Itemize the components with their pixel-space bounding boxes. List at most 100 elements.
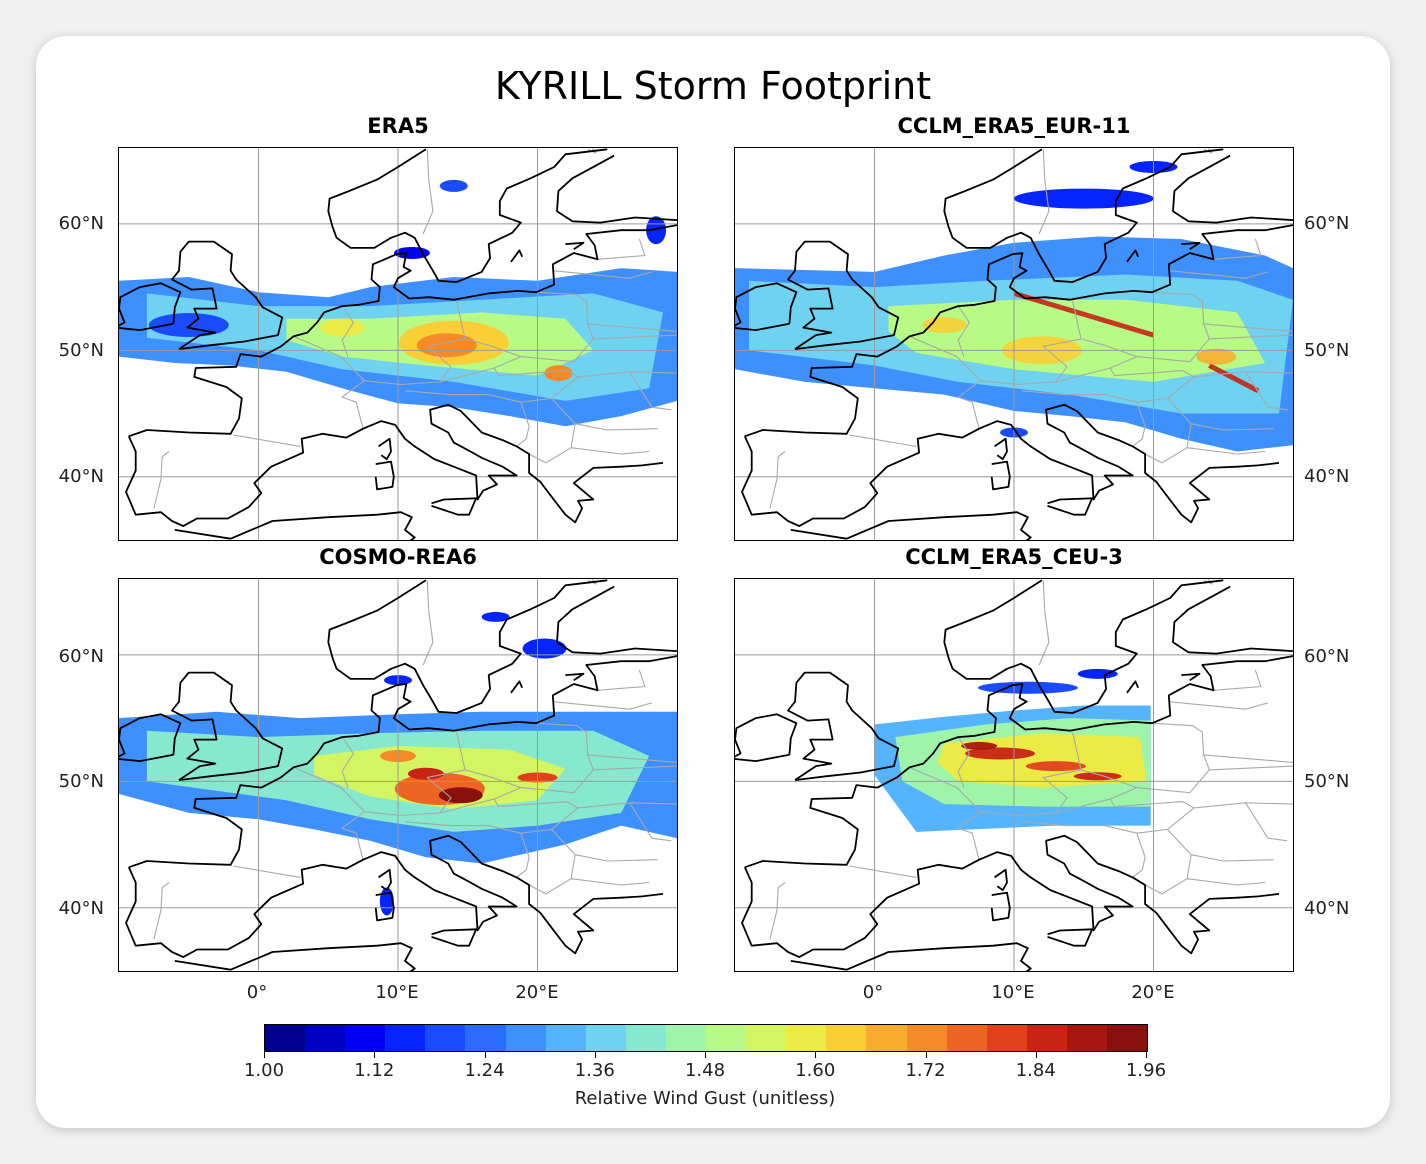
country-border: [552, 270, 653, 279]
country-border: [593, 765, 677, 771]
graticule: [735, 579, 1293, 971]
colorbar-segment: [425, 1025, 466, 1051]
coastline: [432, 148, 608, 283]
colorbar-segment: [265, 1025, 306, 1051]
country-border: [597, 669, 646, 691]
coastline: [374, 891, 395, 922]
country-border: [586, 323, 677, 332]
lat-tick-60-eur11: 60°N: [1304, 213, 1350, 234]
lon-tick-0-rea6: 0°: [246, 982, 268, 1003]
coastline: [432, 579, 608, 714]
gust-blob: [407, 767, 444, 780]
country-border: [449, 367, 579, 403]
country-border: [422, 580, 434, 666]
country-border: [1209, 334, 1293, 340]
coastline: [327, 579, 434, 703]
gust-blob: [1073, 772, 1122, 781]
country-border: [577, 371, 672, 411]
country-border: [1166, 829, 1274, 862]
coastline: [1126, 249, 1140, 263]
colorbar-tick-label: 1.24: [464, 1060, 505, 1081]
country-border: [528, 423, 576, 464]
coastline: [943, 148, 1050, 272]
lat-tick-60-ceu3: 60°N: [1304, 646, 1350, 667]
country-border: [597, 238, 646, 260]
country-border: [586, 754, 677, 763]
colorbar-tick-label: 1.96: [1125, 1060, 1167, 1081]
map-svg-eur11: [735, 148, 1293, 540]
coastline: [1172, 154, 1293, 224]
country-border: [629, 802, 677, 805]
country-border: [153, 451, 170, 509]
map-svg-ceu3: [735, 579, 1293, 971]
colorbar-segment: [1106, 1025, 1148, 1051]
country-border: [404, 821, 450, 827]
country-border: [153, 882, 170, 940]
coastline: [735, 713, 798, 763]
country-border: [233, 434, 301, 447]
map-svg-era5: [119, 148, 677, 540]
colorbar-tick-label: 1.00: [243, 1060, 285, 1081]
coastline: [374, 460, 395, 491]
country-border: [516, 402, 530, 447]
coastline: [790, 511, 1032, 540]
lon-tick-20-rea6: 20°E: [515, 982, 559, 1003]
colorbar-segment: [986, 1025, 1027, 1051]
colorbar-tick-label: 1.48: [684, 1060, 726, 1081]
coastline: [556, 154, 677, 224]
colorbar-tick-label: 1.84: [1015, 1060, 1056, 1081]
coastline: [510, 680, 524, 694]
map-svg-rea6: [119, 579, 677, 971]
country-border: [1168, 270, 1269, 279]
lat-tick-60-era5: 60°N: [58, 213, 104, 234]
coastline: [125, 403, 664, 528]
figure-title: KYRILL Storm Footprint: [494, 64, 932, 108]
colorbar-segment: [906, 1025, 947, 1051]
coastline: [128, 224, 677, 438]
country-border: [550, 829, 658, 862]
map-panel-rea6: [118, 578, 678, 972]
country-border: [957, 305, 971, 357]
colorbar-tick-mark: [815, 1052, 817, 1058]
country-borders: [153, 148, 677, 509]
lon-tick-0-ceu3: 0°: [862, 982, 884, 1003]
coastline: [744, 655, 1293, 869]
coastline: [1181, 241, 1201, 250]
panel-title-ceu3: CCLM_ERA5_CEU-3: [905, 545, 1123, 569]
coastline: [119, 282, 182, 332]
country-border: [957, 736, 971, 788]
gust-blob: [438, 787, 483, 804]
country-border: [570, 447, 650, 455]
gust-blob: [320, 318, 365, 337]
country-border: [341, 305, 355, 357]
country-border: [1144, 423, 1192, 464]
country-border: [1193, 371, 1288, 411]
colorbar-segment: [1026, 1025, 1067, 1051]
lat-tick-50-eur11: 50°N: [1304, 340, 1350, 361]
gust-blob: [148, 313, 229, 338]
country-border: [1202, 754, 1293, 763]
coastline: [1047, 928, 1094, 947]
colorbar-tick-label: 1.72: [905, 1060, 946, 1081]
map-panel-ceu3: [734, 578, 1294, 972]
country-border: [769, 882, 786, 940]
coastline: [741, 834, 1280, 959]
coastline: [119, 713, 182, 763]
gust-blob: [481, 611, 510, 622]
country-borders: [769, 148, 1293, 509]
country-border: [1245, 371, 1293, 374]
coastlines: [119, 148, 677, 540]
country-borders: [769, 579, 1293, 940]
country-border: [341, 736, 355, 788]
panel-title-rea6: COSMO-REA6: [319, 545, 477, 569]
colorbar-label: Relative Wind Gust (unitless): [574, 1088, 836, 1109]
lon-tick-20-ceu3: 20°E: [1131, 982, 1175, 1003]
country-border: [422, 149, 434, 235]
coastline: [1047, 497, 1094, 516]
coastline: [1126, 680, 1140, 694]
gust-blob: [1025, 761, 1086, 772]
country-border: [449, 798, 579, 834]
country-border: [1186, 447, 1266, 455]
gust-blob: [1013, 188, 1154, 209]
coastline: [744, 224, 1293, 438]
